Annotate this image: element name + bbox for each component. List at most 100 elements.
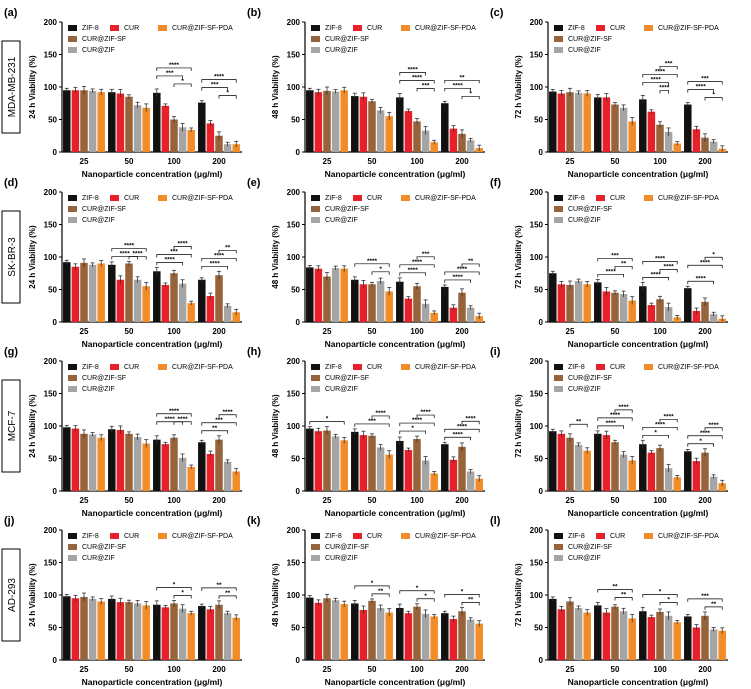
y-tick-label: 200 xyxy=(530,526,544,535)
legend-swatch xyxy=(596,195,605,201)
legend-swatch xyxy=(68,533,77,539)
significance-label: **** xyxy=(696,84,707,91)
y-tick-label: 50 xyxy=(291,285,300,294)
significance-bracket xyxy=(597,274,624,278)
x-axis-label: Nanoparticle concentration (μg/ml) xyxy=(568,169,709,179)
significance-bracket xyxy=(354,423,390,427)
y-tick-label: 200 xyxy=(44,357,58,366)
legend-label: CUR xyxy=(124,25,139,32)
x-axis-label: Nanoparticle concentration (μg/ml) xyxy=(568,508,709,518)
bar-cur xyxy=(314,268,323,322)
bar-zif-8 xyxy=(306,597,314,660)
y-tick-label: 50 xyxy=(534,623,543,632)
significance-bracket xyxy=(687,280,714,285)
bar-cur-zif xyxy=(466,471,475,491)
bar-cur-zif-sf-pda xyxy=(673,477,681,491)
y-tick-label: 50 xyxy=(48,115,57,124)
bar-cur-zif-sf-pda xyxy=(142,605,150,660)
legend-swatch xyxy=(644,25,653,31)
y-tick-label: 200 xyxy=(287,526,301,535)
bar-cur-zif-sf-pda xyxy=(628,300,636,322)
bar-zif-8 xyxy=(153,604,161,660)
bar-cur-zif-sf xyxy=(611,104,619,152)
bar-cur-zif-sf-pda xyxy=(187,613,195,660)
significance-bracket xyxy=(201,87,228,91)
x-tick-label: 100 xyxy=(653,157,667,166)
significance-label: *** xyxy=(215,417,223,424)
y-tick-label: 0 xyxy=(296,148,301,157)
bar-cur-zif-sf-pda xyxy=(187,303,195,322)
legend-label: CUR@ZIF xyxy=(325,386,358,393)
x-tick-label: 25 xyxy=(566,327,575,336)
bar-cur-zif-sf-pda xyxy=(673,317,681,322)
legend-label: CUR@ZIF-SF xyxy=(325,544,369,551)
bar-cur-zif-sf xyxy=(701,615,709,660)
y-tick-label: 50 xyxy=(48,623,57,632)
legend-label: CUR xyxy=(124,364,139,371)
y-axis-label: 72 h Viability (%) xyxy=(514,225,523,289)
significance-label: **** xyxy=(453,82,464,89)
significance-label: *** xyxy=(211,82,219,89)
bar-cur xyxy=(692,627,701,660)
y-axis-label: 24 h Viability (%) xyxy=(28,225,37,289)
x-tick-label: 200 xyxy=(698,327,712,336)
significance-label: *** xyxy=(665,60,673,67)
legend-swatch xyxy=(401,364,410,370)
bar-cur-zif xyxy=(421,303,430,322)
bar-cur xyxy=(314,92,323,152)
bar-cur-zif-sf-pda xyxy=(385,291,393,322)
significance-bracket xyxy=(642,434,669,439)
x-axis-label: Nanoparticle concentration (μg/ml) xyxy=(82,508,223,518)
bar-cur-zif xyxy=(223,305,232,322)
y-tick-label: 100 xyxy=(44,83,58,92)
y-tick-label: 150 xyxy=(287,220,301,229)
bar-cur-zif xyxy=(421,613,430,660)
legend-label: CUR xyxy=(367,25,382,32)
bar-cur xyxy=(404,111,413,152)
significance-bracket xyxy=(156,587,192,591)
legend-label: ZIF-8 xyxy=(82,364,99,371)
legend-label: CUR@ZIF-SF xyxy=(82,375,126,382)
legend-swatch xyxy=(644,195,653,201)
bar-cur-zif-sf xyxy=(323,430,331,491)
legend-swatch xyxy=(311,217,320,223)
bar-cur-zif-sf xyxy=(368,101,376,152)
legend-label: CUR@ZIF-SF-PDA xyxy=(658,25,719,32)
significance-bracket xyxy=(156,421,183,425)
x-tick-label: 100 xyxy=(167,665,181,674)
significance-bracket xyxy=(156,254,192,258)
y-axis-label: 72 h Viability (%) xyxy=(514,563,523,627)
significance-label: ** xyxy=(212,425,218,432)
x-tick-label: 25 xyxy=(566,157,575,166)
legend-label: CUR@ZIF xyxy=(82,217,115,224)
bar-cur xyxy=(449,459,458,491)
bar-zif-8 xyxy=(351,603,359,660)
significance-label: **** xyxy=(165,256,176,263)
significance-bracket xyxy=(201,257,237,262)
y-tick-label: 200 xyxy=(44,526,58,535)
y-tick-label: 150 xyxy=(287,558,301,567)
legend-swatch xyxy=(554,47,563,53)
significance-bracket xyxy=(687,443,714,447)
bar-cur-zif-sf-pda xyxy=(718,630,726,660)
bar-zif-8 xyxy=(639,286,647,322)
bar-cur-zif-sf xyxy=(458,133,466,152)
bar-cur-zif-sf xyxy=(125,96,133,152)
bar-zif-8 xyxy=(639,99,647,152)
legend-swatch xyxy=(596,533,605,539)
bar-cur-zif-sf-pda xyxy=(340,90,348,152)
legend-label: CUR@ZIF-SF-PDA xyxy=(658,195,719,202)
bar-cur-zif xyxy=(709,141,718,152)
significance-bracket xyxy=(659,66,678,70)
significance-label: **** xyxy=(606,420,617,427)
x-axis-label: Nanoparticle concentration (μg/ml) xyxy=(568,339,709,349)
legend-label: CUR xyxy=(367,195,382,202)
y-tick-label: 50 xyxy=(534,285,543,294)
significance-label: **** xyxy=(457,423,468,430)
significance-bracket xyxy=(659,90,669,94)
y-tick-label: 150 xyxy=(44,558,58,567)
significance-label: *** xyxy=(166,70,174,77)
significance-label: * xyxy=(173,582,176,589)
bar-cur xyxy=(161,284,170,322)
x-tick-label: 100 xyxy=(167,496,181,505)
